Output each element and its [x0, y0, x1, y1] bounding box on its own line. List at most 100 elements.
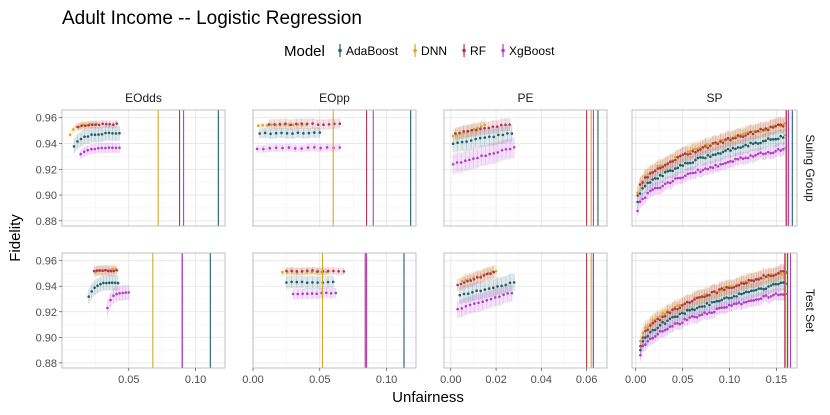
point-adaboost	[759, 141, 762, 145]
point-rf	[681, 153, 685, 157]
point-adaboost	[487, 287, 491, 290]
point-adaboost	[686, 162, 690, 165]
point-rf	[701, 146, 705, 149]
point-rf	[686, 153, 690, 156]
point-xgboost	[678, 322, 682, 326]
legend-item-dnn[interactable]: DNN	[413, 44, 447, 58]
point-dnn	[270, 123, 273, 127]
point-xgboost	[689, 172, 692, 175]
point-rf	[709, 144, 712, 148]
y-tick-label: 0.90	[36, 190, 57, 202]
point-xgboost	[502, 293, 505, 297]
point-adaboost	[291, 132, 294, 135]
point-adaboost	[72, 145, 76, 148]
point-adaboost	[711, 153, 715, 157]
baseline-lines	[152, 253, 211, 368]
point-adaboost	[666, 169, 670, 173]
point-xgboost	[484, 154, 488, 158]
y-tick-label: 0.94	[36, 281, 57, 293]
point-dnn	[257, 124, 260, 127]
point-xgboost	[703, 311, 706, 314]
point-xgboost	[751, 155, 755, 158]
point-xgboost	[329, 292, 333, 295]
point-rf	[691, 149, 695, 153]
point-xgboost	[661, 330, 664, 333]
point-dnn	[68, 133, 72, 137]
band-rf	[78, 119, 117, 131]
point-adaboost	[105, 281, 108, 285]
point-dnn	[111, 267, 114, 271]
legend-title: Model	[284, 43, 325, 60]
point-xgboost	[639, 353, 642, 357]
point-rf	[705, 294, 709, 297]
point-adaboost	[107, 131, 111, 135]
point-rf	[641, 336, 645, 339]
point-rf	[720, 287, 723, 290]
point-adaboost	[496, 285, 499, 288]
y-axis-title: Fidelity	[7, 214, 24, 262]
point-adaboost	[488, 135, 491, 139]
point-xgboost	[464, 305, 468, 308]
strip-label-eopp: EOpp	[319, 91, 350, 105]
point-adaboost	[771, 138, 775, 141]
point-adaboost	[97, 133, 100, 136]
point-dnn	[722, 286, 726, 289]
point-rf	[761, 128, 765, 132]
legend-item-adaboost[interactable]: AdaBoost	[338, 44, 399, 58]
point-adaboost	[774, 137, 777, 141]
legend-item-xgboost[interactable]: XgBoost	[501, 44, 555, 58]
point-dnn	[658, 164, 662, 168]
point-adaboost	[751, 142, 755, 146]
point-adaboost	[295, 280, 299, 284]
point-dnn	[729, 136, 732, 140]
point-xgboost	[737, 301, 741, 304]
point-xgboost	[720, 306, 723, 309]
data-points	[255, 122, 342, 151]
point-adaboost	[469, 139, 473, 142]
band-rf	[286, 266, 344, 276]
point-adaboost	[781, 136, 785, 139]
point-xgboost	[293, 147, 297, 150]
point-xgboost	[754, 153, 757, 157]
row-strip-label: Suing Group	[803, 134, 817, 202]
point-adaboost	[653, 328, 657, 332]
point-dnn	[476, 126, 480, 130]
point-adaboost	[683, 312, 687, 315]
point-xgboost	[749, 154, 752, 157]
point-xgboost	[688, 316, 691, 319]
point-rf	[713, 290, 716, 293]
point-rf	[681, 304, 684, 307]
point-adaboost	[113, 281, 117, 285]
point-rf	[751, 132, 755, 136]
point-rf	[656, 167, 659, 170]
point-rf	[83, 124, 87, 128]
point-adaboost	[263, 131, 267, 135]
point-rf	[661, 315, 664, 319]
point-dnn	[706, 142, 710, 146]
point-rf	[676, 308, 679, 311]
point-adaboost	[766, 137, 770, 140]
panel-border	[61, 109, 226, 227]
point-adaboost	[706, 154, 710, 157]
legend-item-rf[interactable]: RF	[462, 44, 486, 58]
point-xgboost	[747, 299, 751, 303]
point-adaboost	[653, 177, 657, 180]
point-adaboost	[108, 281, 111, 285]
point-dnn	[72, 128, 75, 131]
point-adaboost	[691, 161, 695, 164]
point-rf	[300, 122, 304, 125]
panel-background	[253, 110, 416, 226]
x-tick-label: 0.10	[719, 374, 740, 386]
point-rf	[725, 285, 728, 289]
band-xgboost	[640, 287, 786, 362]
point-xgboost	[658, 186, 662, 190]
point-rf	[684, 152, 687, 155]
band-adaboost	[88, 275, 119, 305]
baseline-lines	[157, 110, 219, 226]
point-rf	[115, 269, 119, 272]
point-adaboost	[483, 136, 487, 139]
point-dnn	[451, 134, 455, 138]
point-xgboost	[496, 151, 500, 154]
point-rf	[651, 321, 655, 325]
point-dnn	[782, 272, 785, 276]
